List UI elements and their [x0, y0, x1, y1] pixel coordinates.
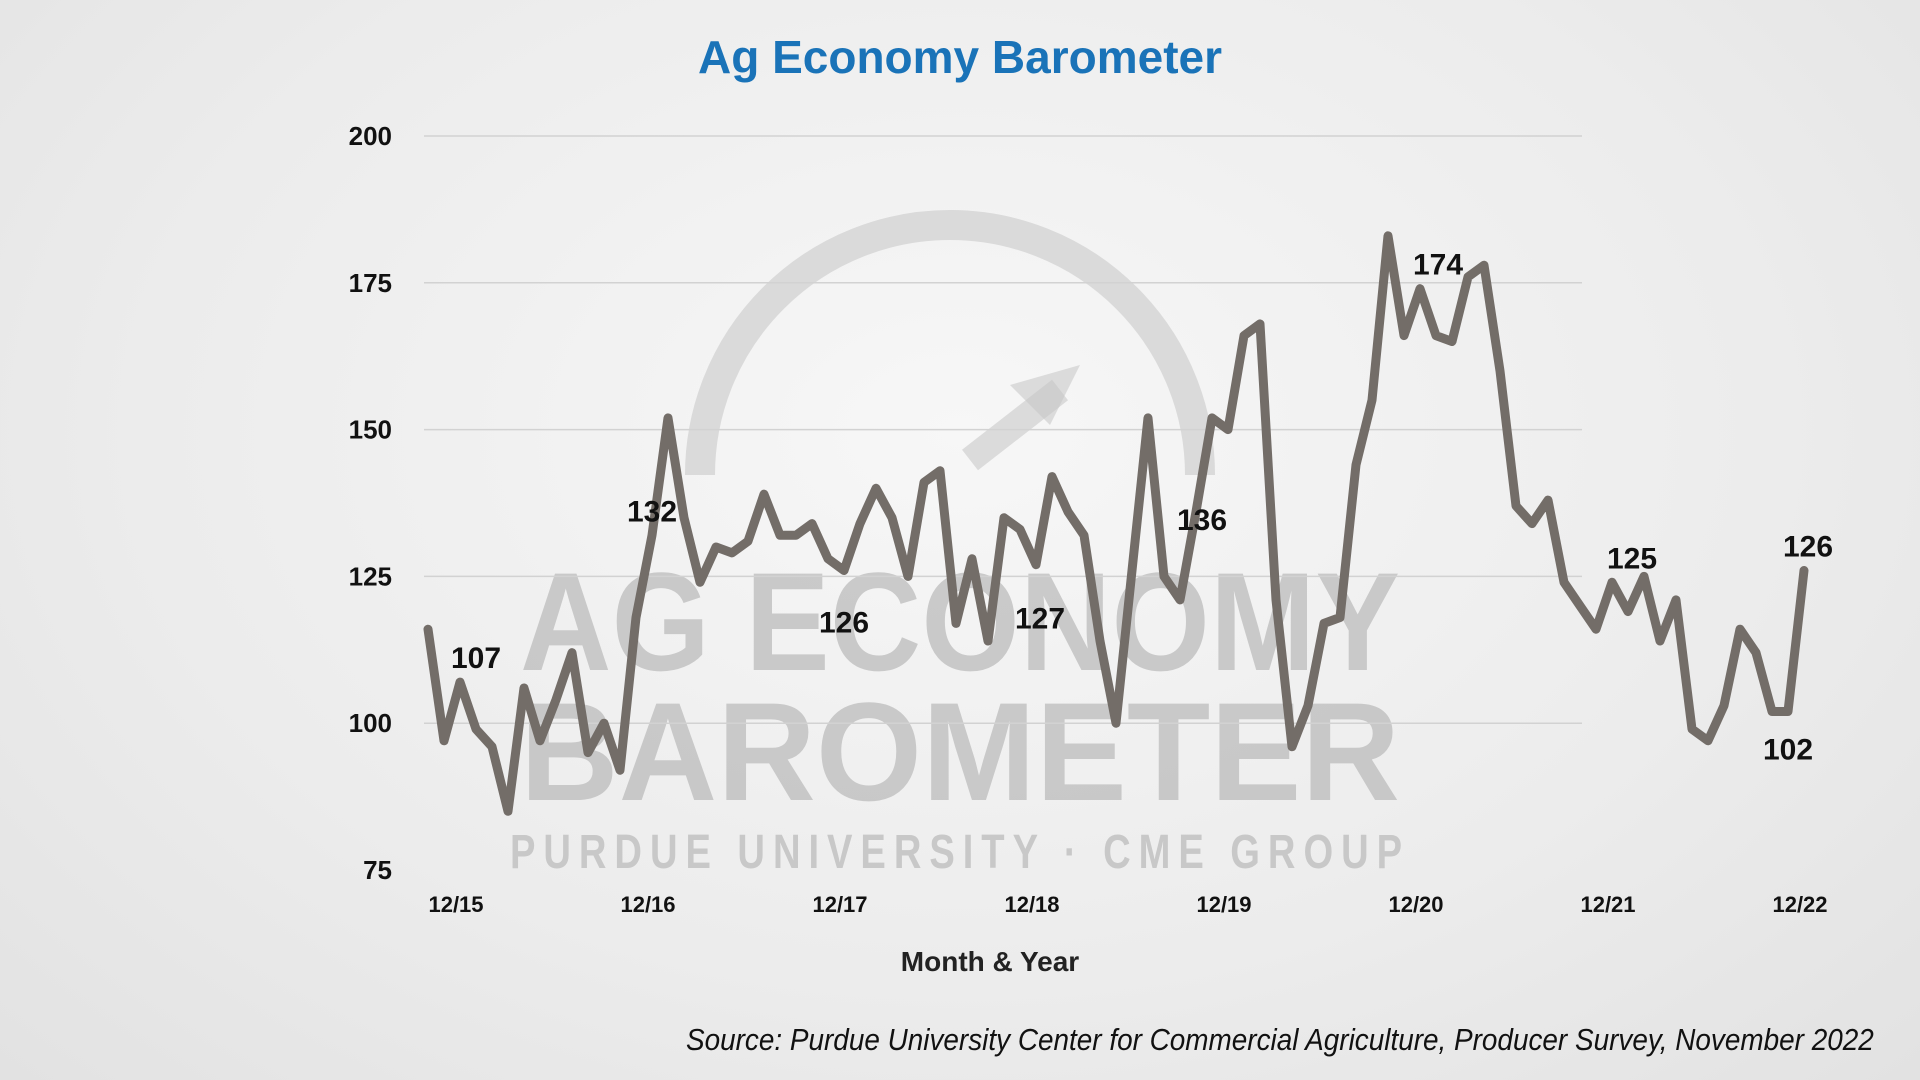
barometer-watermark: AG ECONOMY BAROMETER PURDUE UNIVERSITY ·… — [510, 210, 1410, 879]
x-tick-label: 12/16 — [620, 892, 675, 917]
series-line — [423, 231, 1809, 816]
data-label: 136 — [1177, 504, 1227, 537]
y-tick-label: 100 — [349, 708, 392, 738]
y-axis-ticks: 75 100 125 150 175 200 — [349, 121, 392, 885]
x-tick-label: 12/22 — [1772, 892, 1827, 917]
watermark-line-2: BAROMETER — [520, 673, 1400, 830]
source-note: Source: Purdue University Center for Com… — [686, 1022, 1874, 1057]
data-label: 174 — [1413, 249, 1463, 282]
x-tick-label: 12/18 — [1004, 892, 1059, 917]
chart-title: Ag Economy Barometer — [697, 31, 1222, 83]
x-tick-label: 12/21 — [1580, 892, 1635, 917]
x-tick-label: 12/15 — [428, 892, 483, 917]
data-label: 125 — [1607, 542, 1657, 575]
watermark-gauge-arc — [685, 210, 1215, 476]
y-tick-label: 175 — [349, 268, 392, 298]
data-label: 107 — [451, 642, 501, 675]
x-tick-label: 12/17 — [812, 892, 867, 917]
data-label: 126 — [819, 607, 869, 640]
watermark-line-3: PURDUE UNIVERSITY · CME GROUP — [510, 826, 1410, 879]
y-tick-label: 150 — [349, 415, 392, 445]
gridlines — [424, 135, 1582, 724]
y-tick-label: 125 — [349, 561, 392, 591]
data-label: 127 — [1015, 603, 1065, 636]
data-label: 132 — [627, 495, 677, 528]
x-axis-ticks: 12/15 12/16 12/17 12/18 12/19 12/20 12/21 12/22 — [428, 892, 1827, 917]
y-tick-label: 75 — [363, 855, 392, 885]
y-tick-label: 200 — [349, 121, 392, 151]
x-axis-label: Month & Year — [901, 946, 1080, 977]
data-labels: 107 132 126 127 136 174 125 102 126 — [451, 249, 1833, 767]
data-label: 126 — [1783, 531, 1833, 564]
x-tick-label: 12/20 — [1388, 892, 1443, 917]
data-label: 102 — [1763, 733, 1813, 766]
x-tick-label: 12/19 — [1196, 892, 1251, 917]
watermark-arrow-head-icon — [1010, 365, 1080, 425]
